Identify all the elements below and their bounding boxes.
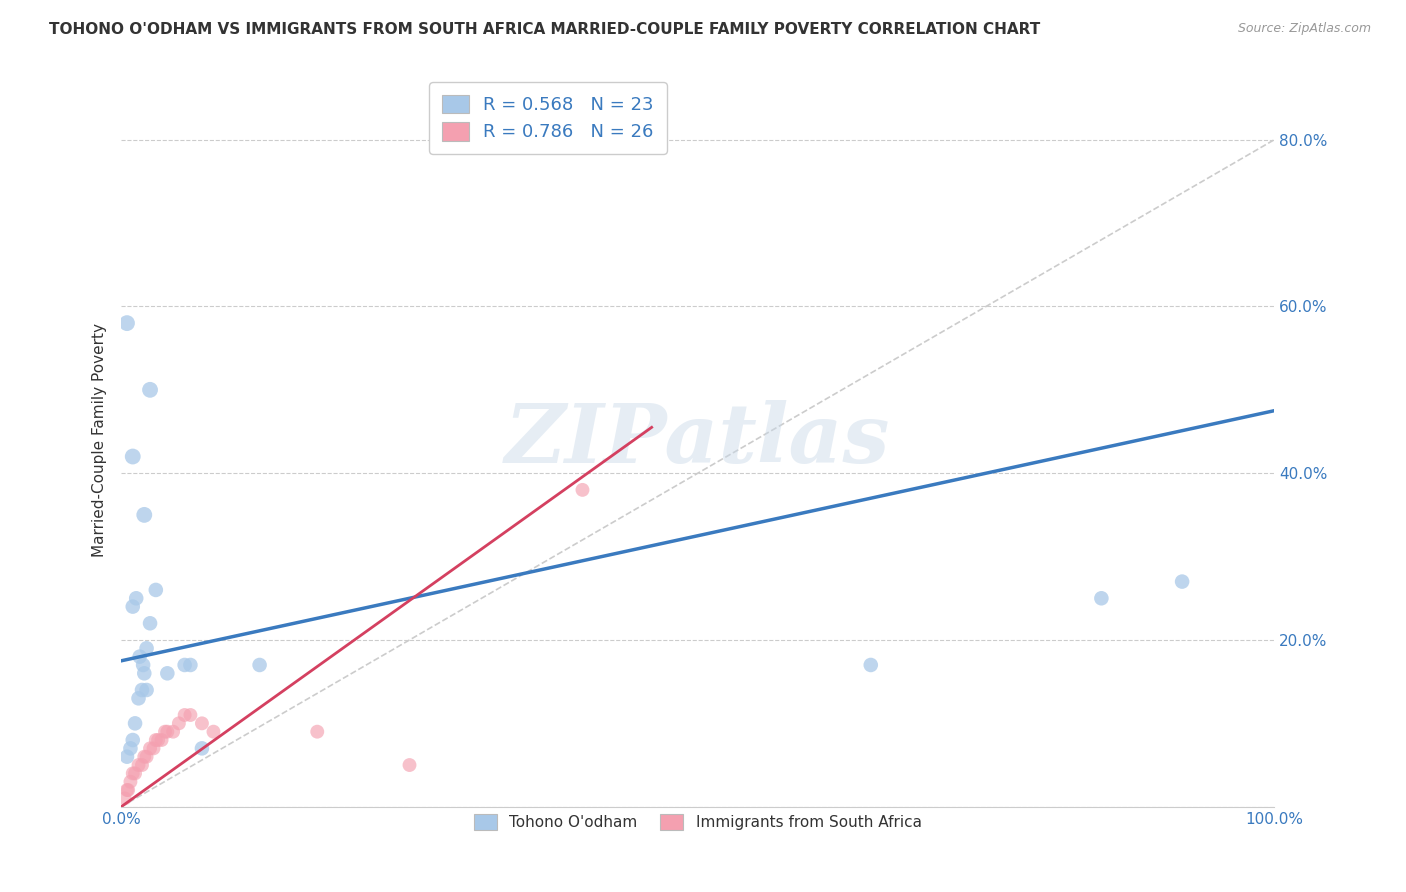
Point xyxy=(120,774,142,789)
Point xyxy=(1171,574,1194,589)
Point xyxy=(114,791,136,805)
Point xyxy=(134,749,156,764)
Point xyxy=(179,708,201,723)
Point xyxy=(135,749,157,764)
Point xyxy=(124,716,146,731)
Point xyxy=(1090,591,1112,606)
Point xyxy=(121,733,143,747)
Point xyxy=(139,383,162,397)
Point xyxy=(145,733,167,747)
Point xyxy=(124,766,146,780)
Point xyxy=(115,749,138,764)
Point xyxy=(202,724,225,739)
Point xyxy=(156,724,179,739)
Legend: Tohono O'odham, Immigrants from South Africa: Tohono O'odham, Immigrants from South Af… xyxy=(465,805,931,839)
Point xyxy=(571,483,593,497)
Text: ZIPatlas: ZIPatlas xyxy=(505,400,890,480)
Point xyxy=(191,741,214,756)
Point xyxy=(135,641,157,656)
Point xyxy=(115,783,138,797)
Point xyxy=(139,741,162,756)
Text: Source: ZipAtlas.com: Source: ZipAtlas.com xyxy=(1237,22,1371,36)
Point xyxy=(135,683,157,698)
Point xyxy=(134,666,156,681)
Point xyxy=(150,733,173,747)
Point xyxy=(167,716,190,731)
Point xyxy=(173,708,195,723)
Point xyxy=(128,758,150,772)
Point xyxy=(117,783,139,797)
Point xyxy=(128,649,150,664)
Point xyxy=(156,666,179,681)
Text: TOHONO O'ODHAM VS IMMIGRANTS FROM SOUTH AFRICA MARRIED-COUPLE FAMILY POVERTY COR: TOHONO O'ODHAM VS IMMIGRANTS FROM SOUTH … xyxy=(49,22,1040,37)
Y-axis label: Married-Couple Family Poverty: Married-Couple Family Poverty xyxy=(93,323,107,557)
Point xyxy=(131,758,153,772)
Point xyxy=(120,741,142,756)
Point xyxy=(121,599,143,614)
Point xyxy=(145,582,167,597)
Point xyxy=(307,724,329,739)
Point xyxy=(191,716,214,731)
Point xyxy=(859,657,882,672)
Point xyxy=(179,657,201,672)
Point xyxy=(249,657,271,672)
Point xyxy=(142,741,165,756)
Point xyxy=(139,616,162,631)
Point xyxy=(115,316,138,330)
Point xyxy=(131,683,153,698)
Point xyxy=(398,758,420,772)
Point xyxy=(121,766,143,780)
Point xyxy=(134,508,156,522)
Point xyxy=(153,724,176,739)
Point xyxy=(146,733,169,747)
Point xyxy=(173,657,195,672)
Point xyxy=(121,450,143,464)
Point xyxy=(128,691,150,706)
Point xyxy=(125,591,148,606)
Point xyxy=(132,657,155,672)
Point xyxy=(162,724,184,739)
